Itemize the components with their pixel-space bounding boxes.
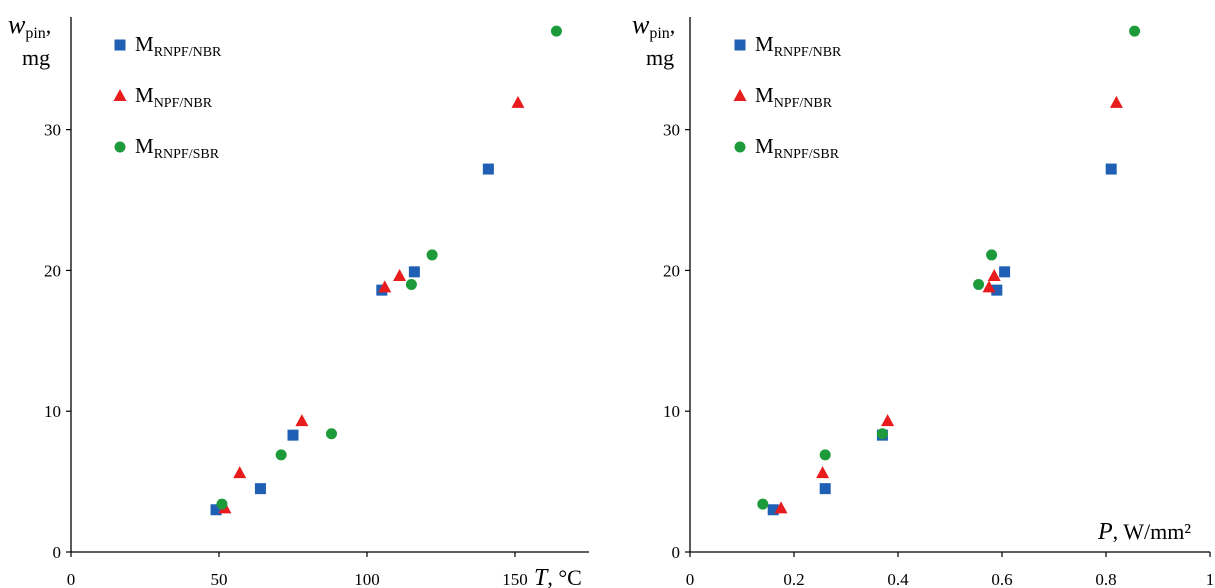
- x-tick-label: 0.4: [887, 570, 909, 588]
- legend-marker: [734, 141, 746, 153]
- x-tick-label: 1: [1206, 570, 1215, 588]
- legend-marker: [114, 39, 126, 51]
- y-tick-label: 20: [44, 261, 61, 280]
- legend-marker: [113, 89, 127, 101]
- data-point: [819, 483, 831, 495]
- data-point: [393, 269, 407, 282]
- data-point: [550, 25, 562, 37]
- data-point: [482, 163, 494, 175]
- legend-label: MRNPF/NBR: [135, 32, 222, 60]
- data-point: [816, 466, 830, 479]
- series-npf-nbr: [218, 95, 525, 514]
- y-tick-label: 20: [663, 261, 680, 280]
- chart-panel-2: 0 10 20 30 0 0.2 0.4 0.6 0.8 1 wpin, mg P, W/mm² MRNP…: [632, 10, 1214, 588]
- data-point: [1129, 25, 1141, 37]
- data-point: [774, 501, 788, 514]
- data-point: [511, 95, 525, 108]
- legend-marker: [733, 89, 747, 101]
- data-point: [999, 266, 1011, 278]
- x-tick-label: 0.8: [1095, 570, 1116, 588]
- legend: MRNPF/NBR MNPF/NBR MRNPF/SBR: [733, 32, 842, 162]
- x-tick-label: 0: [67, 570, 76, 588]
- series-npf-nbr: [774, 95, 1123, 514]
- x-tick-label: 0.2: [783, 570, 804, 588]
- x-tick-label: 50: [211, 570, 228, 588]
- y-tick-label: 10: [44, 402, 61, 421]
- y-tick-label: 30: [44, 121, 61, 140]
- legend-label: MRNPF/NBR: [755, 32, 842, 60]
- data-point: [233, 466, 247, 479]
- y-axis-unit: mg: [22, 45, 50, 70]
- data-point: [210, 504, 222, 516]
- data-point: [757, 498, 769, 510]
- data-point: [1109, 95, 1123, 108]
- data-point: [881, 414, 895, 427]
- y-axis-unit: mg: [646, 45, 674, 70]
- series-rnpf-sbr: [757, 25, 1141, 510]
- data-point: [287, 429, 299, 441]
- y-tick-label: 30: [663, 121, 680, 140]
- data-point: [216, 498, 228, 510]
- x-tick-label: 0.6: [991, 570, 1012, 588]
- series-rnpf-nbr: [210, 163, 494, 516]
- legend-label: MNPF/NBR: [135, 83, 213, 111]
- x-tick-label: 0: [686, 570, 695, 588]
- data-point: [408, 266, 420, 278]
- data-point: [991, 284, 1003, 296]
- data-point: [767, 504, 779, 516]
- y-tick-label: 0: [672, 543, 681, 562]
- data-point: [254, 483, 266, 495]
- y-tick-label: 10: [663, 402, 680, 421]
- legend-marker: [114, 141, 126, 153]
- data-point: [819, 449, 831, 461]
- data-point: [986, 249, 998, 261]
- data-point: [982, 280, 996, 293]
- legend: MRNPF/NBR MNPF/NBR MRNPF/SBR: [113, 32, 222, 162]
- legend-marker: [734, 39, 746, 51]
- legend-label: MRNPF/SBR: [755, 134, 840, 162]
- x-tick-label: 150: [502, 570, 528, 588]
- data-point: [405, 279, 417, 290]
- series-rnpf-nbr: [767, 163, 1117, 516]
- data-point: [876, 428, 888, 440]
- data-point: [295, 414, 309, 427]
- y-tick-label: 0: [53, 543, 62, 562]
- data-point: [325, 428, 337, 440]
- data-point: [1105, 163, 1117, 175]
- data-point: [275, 449, 287, 461]
- data-point: [426, 249, 438, 261]
- x-tick-label: 100: [354, 570, 380, 588]
- data-point: [973, 279, 985, 290]
- series-rnpf-sbr: [216, 25, 562, 510]
- data-point: [987, 269, 1001, 282]
- chart-panel-1: 0 10 20 30 0 50 100 150 wpin, mg T, °C MRNPF/NBR MNP…: [8, 10, 589, 588]
- x-axis-label: T, °C: [534, 565, 582, 588]
- x-axis-label: P, W/mm²: [1097, 519, 1191, 545]
- legend-label: MRNPF/SBR: [135, 134, 220, 162]
- y-axis-label: wpin,: [8, 10, 51, 42]
- legend-label: MNPF/NBR: [755, 83, 833, 111]
- y-axis-label: wpin,: [632, 10, 675, 42]
- data-point: [378, 280, 392, 293]
